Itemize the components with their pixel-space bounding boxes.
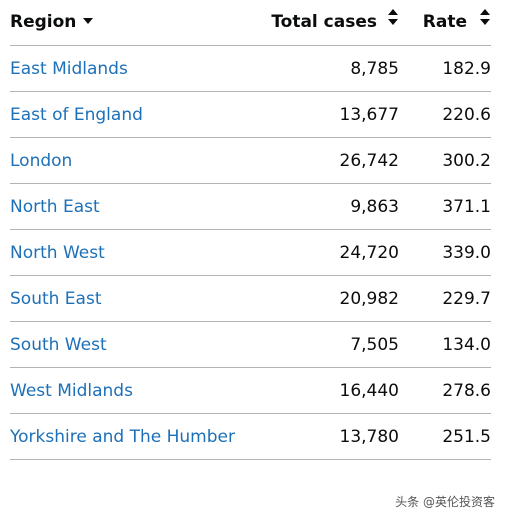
total-cases-cell: 13,780 [339, 427, 399, 447]
rate-header-label: Rate [422, 12, 467, 32]
sort-both-icon[interactable] [387, 0, 399, 42]
table-row: South West 7,505 134.0 [10, 322, 491, 368]
region-link[interactable]: London [10, 151, 73, 171]
table-row: East of England 13,677 220.6 [10, 92, 491, 138]
rate-cell: 220.6 [442, 105, 491, 125]
rate-column-header[interactable]: Rate [423, 0, 491, 46]
total-cases-cell: 9,863 [350, 197, 399, 217]
region-header-label: Region [10, 12, 77, 32]
table-row: London 26,742 300.2 [10, 138, 491, 184]
table-row: North East 9,863 371.1 [10, 184, 491, 230]
region-link[interactable]: South East [10, 289, 102, 309]
rate-cell: 229.7 [442, 289, 491, 309]
rate-cell: 371.1 [442, 197, 491, 217]
rate-cell: 134.0 [442, 335, 491, 355]
rate-cell: 251.5 [442, 427, 491, 447]
watermark-text: 头条 @英伦投资客 [395, 495, 495, 509]
total-cases-cell: 7,505 [350, 335, 399, 355]
total-cases-column-header[interactable]: Total cases [271, 0, 399, 46]
total-cases-cell: 24,720 [339, 243, 399, 263]
region-column-header[interactable]: Region [10, 0, 94, 46]
region-link[interactable]: West Midlands [10, 381, 133, 401]
region-link[interactable]: East of England [10, 105, 143, 125]
table-header-row: Region Total cases Rate [10, 0, 491, 46]
total-cases-cell: 8,785 [350, 59, 399, 79]
total-cases-cell: 16,440 [339, 381, 399, 401]
rate-cell: 300.2 [442, 151, 491, 171]
total-cases-cell: 20,982 [339, 289, 399, 309]
cases-by-region-table: Region Total cases Rate East Midlands 8,… [10, 0, 491, 460]
table-row: West Midlands 16,440 278.6 [10, 368, 491, 414]
table-body: East Midlands 8,785 182.9 East of Englan… [10, 46, 491, 460]
table-row: South East 20,982 229.7 [10, 276, 491, 322]
rate-cell: 339.0 [442, 243, 491, 263]
rate-cell: 182.9 [442, 59, 491, 79]
total-cases-cell: 26,742 [339, 151, 399, 171]
region-link[interactable]: Yorkshire and The Humber [10, 427, 235, 447]
table-row: East Midlands 8,785 182.9 [10, 46, 491, 92]
region-link[interactable]: North East [10, 197, 100, 217]
region-link[interactable]: North West [10, 243, 105, 263]
region-link[interactable]: South West [10, 335, 107, 355]
table-row: Yorkshire and The Humber 13,780 251.5 [10, 414, 491, 460]
sort-both-icon[interactable] [479, 0, 491, 42]
table-row: North West 24,720 339.0 [10, 230, 491, 276]
region-link[interactable]: East Midlands [10, 59, 128, 79]
sort-descending-icon[interactable] [82, 0, 94, 42]
watermark: 头条 @英伦投资客 [395, 493, 495, 510]
total-cases-header-label: Total cases [271, 12, 377, 32]
rate-cell: 278.6 [442, 381, 491, 401]
total-cases-cell: 13,677 [339, 105, 399, 125]
